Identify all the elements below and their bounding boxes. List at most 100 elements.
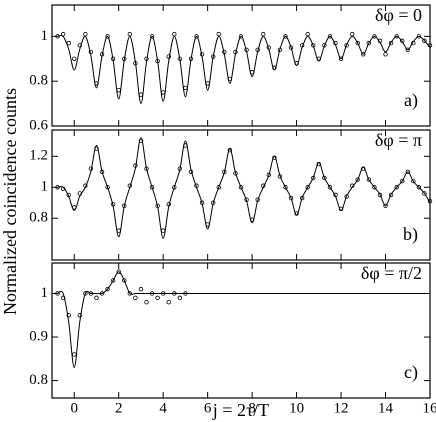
y-tick-label: 0.8: [29, 372, 48, 388]
data-point: [277, 47, 283, 53]
data-point: [422, 191, 427, 196]
data-point: [188, 169, 194, 174]
data-point: [122, 203, 127, 209]
data-point: [227, 76, 233, 82]
data-point: [99, 291, 105, 296]
data-point: [194, 34, 199, 39]
data-point: [311, 43, 316, 48]
data-point: [322, 43, 327, 48]
panel-letter: a): [404, 90, 418, 111]
data-point: [177, 56, 183, 61]
data-point: [77, 313, 82, 318]
data-point: [110, 278, 116, 283]
data-point: [127, 31, 133, 37]
data-point: [138, 138, 144, 144]
data-point: [77, 43, 82, 48]
data-point: [327, 34, 333, 39]
data-point: [199, 200, 205, 205]
data-point: [361, 166, 366, 171]
y-axis-label: Normalized coincidence counts: [0, 88, 20, 315]
data-point: [288, 195, 294, 201]
data-point: [416, 34, 422, 39]
data-point: [122, 56, 127, 61]
data-point: [294, 211, 299, 216]
data-point: [216, 31, 221, 37]
data-point: [255, 47, 260, 53]
data-point: [116, 269, 121, 274]
data-point: [383, 52, 388, 57]
panel-phase-label: δφ = 0: [375, 5, 422, 25]
data-point: [211, 54, 216, 59]
data-point: [411, 40, 416, 46]
data-point: [127, 183, 133, 188]
data-point: [338, 206, 344, 212]
data-point: [60, 186, 66, 192]
data-point: [155, 203, 160, 209]
data-point: [149, 185, 155, 190]
data-point: [72, 205, 77, 210]
data-point: [272, 65, 277, 70]
data-point: [249, 217, 255, 222]
data-point: [160, 90, 166, 95]
data-point: [233, 171, 238, 176]
data-point: [349, 183, 355, 188]
x-tick-label: 16: [423, 400, 436, 416]
data-point: [66, 40, 71, 46]
data-point: [216, 185, 221, 190]
panel-phase-label: δφ = π: [375, 130, 422, 150]
panel-frame: [51, 129, 431, 261]
data-point: [305, 185, 310, 190]
y-tick-label: 0.8: [29, 73, 48, 89]
data-point: [405, 169, 410, 174]
data-point: [266, 172, 271, 178]
data-point: [155, 295, 160, 301]
data-point: [116, 228, 121, 233]
data-point: [138, 286, 144, 292]
data-point: [144, 299, 149, 305]
data-point: [166, 54, 171, 59]
data-point: [83, 291, 88, 296]
data-point: [127, 291, 133, 296]
y-tick-label: 0.9: [29, 328, 48, 344]
data-point: [144, 166, 149, 171]
data-point: [316, 56, 322, 61]
data-point: [344, 194, 349, 199]
data-point: [283, 34, 288, 39]
data-point: [305, 31, 310, 37]
data-point: [377, 38, 383, 44]
data-point: [261, 183, 266, 188]
data-point: [66, 313, 71, 318]
data-point: [149, 34, 155, 39]
data-point: [266, 45, 271, 50]
x-tick-label: 14: [378, 400, 394, 416]
data-point: [110, 202, 116, 207]
data-point: [394, 34, 399, 39]
panel-phase-label: δφ = π/2: [361, 263, 422, 283]
data-point: [277, 174, 283, 179]
y-tick-label: 1: [41, 28, 49, 44]
data-point: [249, 70, 255, 75]
data-point: [116, 87, 121, 93]
panel-letter: b): [403, 224, 418, 245]
data-point: [99, 169, 105, 174]
data-point: [299, 43, 305, 48]
data-point: [211, 200, 216, 205]
data-point: [411, 178, 416, 184]
data-point: [144, 56, 149, 61]
data-point: [60, 295, 66, 301]
data-point: [227, 147, 233, 153]
data-point: [83, 31, 88, 37]
data-point: [183, 143, 188, 148]
data-point: [66, 192, 71, 198]
data-point: [166, 202, 171, 207]
data-point: [60, 31, 66, 37]
data-point: [83, 183, 88, 188]
data-point: [272, 155, 277, 161]
data-point: [222, 169, 227, 174]
y-tick-label: 0.6: [29, 117, 48, 133]
data-point: [172, 291, 177, 296]
x-axis-label: j = 2τ/T: [212, 400, 269, 420]
data-point: [177, 295, 183, 301]
data-point: [160, 291, 166, 296]
